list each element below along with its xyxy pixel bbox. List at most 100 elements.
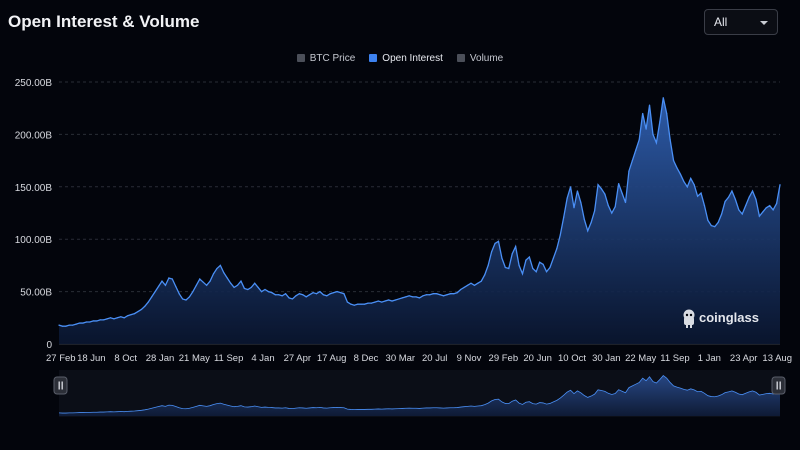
data-point: [769, 205, 771, 207]
x-tick-label: 20 Jul: [422, 353, 447, 364]
data-point: [731, 190, 733, 192]
x-tick-label: 17 Aug: [317, 353, 347, 364]
data-point: [147, 301, 149, 303]
data-point: [212, 273, 215, 275]
data-point: [209, 280, 211, 282]
x-tick-label: 23 Apr: [730, 353, 757, 364]
x-tick-label: 4 Jan: [251, 353, 274, 364]
data-point: [401, 297, 403, 299]
chevron-down-icon: [760, 21, 768, 25]
data-point: [576, 190, 579, 192]
navigator-handle-right[interactable]: [771, 376, 786, 395]
data-point: [271, 292, 273, 294]
data-point: [618, 183, 620, 185]
data-point: [65, 325, 67, 327]
range-navigator[interactable]: [53, 370, 786, 417]
range-dropdown[interactable]: All: [704, 9, 778, 35]
data-point: [109, 317, 112, 319]
data-point: [103, 319, 105, 321]
data-point: [175, 285, 177, 287]
data-point: [449, 293, 451, 295]
data-point: [738, 209, 740, 211]
data-point: [329, 293, 331, 295]
data-point: [429, 294, 431, 296]
navigator-handle-left[interactable]: [53, 376, 68, 395]
data-point: [775, 202, 778, 205]
data-point: [751, 190, 754, 192]
data-point: [405, 296, 407, 298]
data-point: [659, 121, 661, 123]
data-point: [357, 303, 359, 305]
data-point: [600, 188, 603, 190]
data-point: [391, 300, 393, 302]
data-point: [566, 197, 568, 199]
data-point: [755, 198, 757, 200]
data-point: [274, 294, 276, 296]
data-point: [539, 261, 541, 263]
data-point: [233, 286, 235, 289]
data-point: [655, 142, 658, 144]
data-point: [714, 226, 716, 228]
data-point: [398, 298, 400, 300]
x-tick-label: 22 May: [625, 353, 656, 364]
data-point: [683, 180, 685, 183]
data-point: [463, 286, 465, 289]
x-tick-label: 11 Sep: [660, 353, 689, 364]
data-point: [758, 215, 761, 217]
data-point: [707, 219, 709, 221]
data-point: [604, 193, 606, 195]
x-tick-label: 13 Aug: [762, 353, 792, 364]
data-point: [662, 97, 664, 99]
range-dropdown-value: All: [714, 15, 728, 29]
data-point: [58, 324, 60, 326]
legend-label: Volume: [469, 52, 504, 64]
data-point: [460, 288, 462, 291]
legend-item-volume[interactable]: Volume: [456, 51, 504, 65]
data-point: [285, 293, 287, 295]
data-point: [188, 296, 191, 298]
data-point: [168, 277, 170, 279]
data-point: [182, 298, 184, 300]
data-point: [508, 267, 510, 270]
data-point: [511, 253, 513, 255]
data-point: [82, 322, 84, 324]
data-point: [762, 211, 764, 213]
data-point: [240, 280, 242, 282]
data-point: [89, 321, 91, 323]
data-point: [638, 139, 640, 141]
data-point: [288, 297, 290, 299]
legend-item-open-interest[interactable]: Open Interest: [369, 51, 443, 65]
y-axis: 0 50.00B 100.00B 150.00B 200.00B 250.00B: [15, 78, 53, 351]
watermark-text: coinglass: [699, 310, 759, 325]
data-point: [309, 294, 311, 296]
data-point: [745, 205, 747, 207]
y-tick-label: 50.00B: [20, 288, 52, 299]
x-tick-label: 28 Jan: [146, 353, 175, 364]
data-point: [192, 291, 194, 293]
data-point: [381, 301, 383, 303]
data-point: [171, 278, 173, 280]
data-point: [319, 291, 321, 293]
data-point: [99, 319, 101, 321]
data-point: [154, 291, 156, 293]
data-point: [130, 314, 132, 316]
data-point: [291, 298, 294, 300]
legend-item-btc-price[interactable]: BTC Price: [296, 51, 355, 65]
data-point: [614, 206, 616, 208]
data-point: [594, 210, 596, 212]
x-tick-label: 27 Apr: [284, 353, 311, 364]
data-point: [436, 293, 438, 295]
open-interest-area: [59, 97, 780, 344]
data-point: [587, 230, 589, 232]
x-tick-label: 9 Nov: [457, 353, 482, 364]
data-point: [206, 284, 208, 286]
data-point: [315, 293, 318, 295]
data-point: [199, 278, 201, 280]
data-point: [532, 267, 534, 270]
data-point: [302, 294, 304, 296]
x-axis: 27 Feb 18 Jun 8 Oct 28 Jan 21 May 11 Sep 4 Jan…: [46, 353, 792, 364]
data-point: [456, 292, 458, 294]
x-tick-label: 18 Jun: [77, 353, 106, 364]
data-point: [477, 282, 479, 284]
